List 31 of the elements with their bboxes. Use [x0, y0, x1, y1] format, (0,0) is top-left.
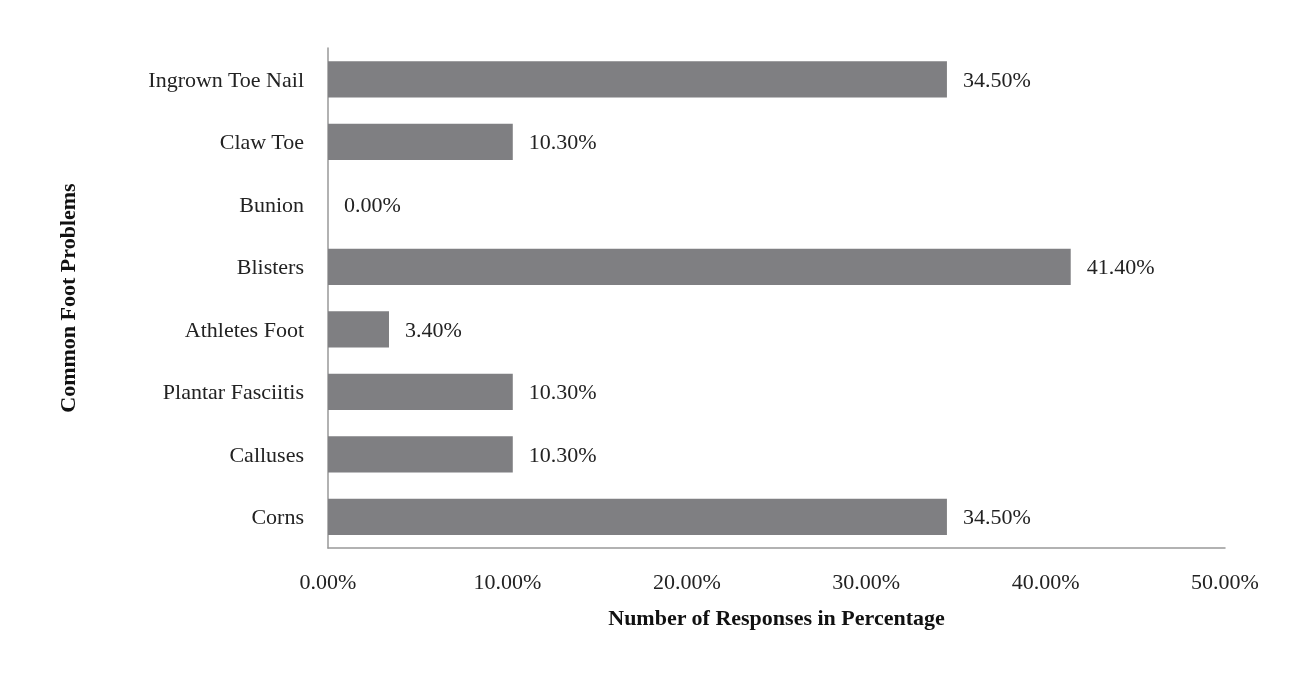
data-label: 34.50% — [962, 66, 1031, 92]
x-tick-label: 10.00% — [473, 568, 542, 594]
data-label: 34.50% — [962, 504, 1031, 530]
data-label: 10.30% — [528, 129, 597, 155]
y-tick-label: Ingrown Toe Nail — [148, 66, 304, 92]
x-axis-title: Number of Responses in Percentage — [608, 604, 945, 630]
x-tick-label: 50.00% — [1191, 568, 1259, 594]
bar — [328, 311, 389, 348]
bar — [328, 373, 513, 410]
y-axis-title: Common Foot Problems — [54, 182, 80, 413]
bar — [328, 123, 513, 160]
x-tick-label: 40.00% — [1011, 568, 1080, 594]
data-label: 10.30% — [528, 379, 597, 405]
data-label: 3.40% — [405, 316, 462, 342]
x-tick-label: 20.00% — [652, 568, 721, 594]
y-tick-label: Plantar Fasciitis — [162, 379, 304, 405]
bar — [328, 61, 947, 98]
bar — [328, 436, 513, 473]
y-tick-label: Claw Toe — [219, 129, 304, 155]
y-tick-label: Bunion — [239, 191, 304, 217]
y-tick-label: Athletes Foot — [184, 316, 304, 342]
data-label: 10.30% — [528, 441, 597, 467]
y-tick-label: Calluses — [229, 441, 304, 467]
bar — [328, 498, 947, 535]
x-tick-label: 30.00% — [832, 568, 901, 594]
data-label: 41.40% — [1086, 254, 1155, 280]
data-label: 0.00% — [344, 191, 401, 217]
y-tick-label: Blisters — [236, 254, 304, 280]
y-tick-label: Corns — [251, 504, 304, 530]
x-tick-label: 0.00% — [299, 568, 357, 594]
bar — [328, 248, 1071, 285]
